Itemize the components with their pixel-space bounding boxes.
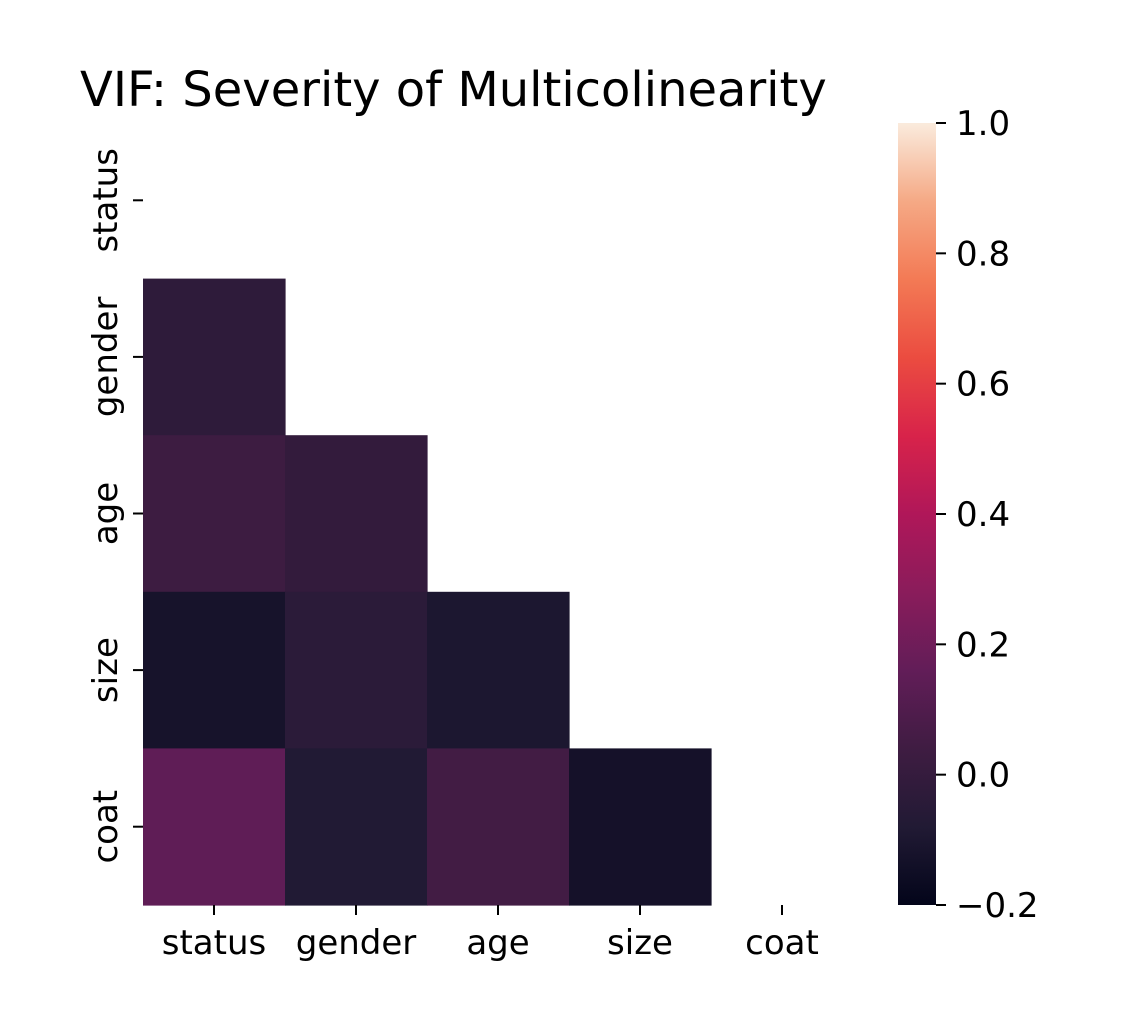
colorbar-tick-label: −0.2 <box>956 886 1039 926</box>
colorbar-tick-label: 1.0 <box>956 104 1010 144</box>
colorbar-ticks: −0.2 0.0 0.2 0.4 0.6 0.8 1.0 <box>936 104 1039 926</box>
heatmap-cell-coat-status <box>143 748 286 906</box>
x-axis: status gender age size coat <box>162 905 819 963</box>
x-tick-label-gender: gender <box>296 923 417 963</box>
y-tick-label-status: status <box>86 148 126 252</box>
y-tick-label-size: size <box>86 637 126 703</box>
heatmap-cell-coat-age <box>427 748 570 906</box>
y-tick-label-age: age <box>86 482 126 545</box>
x-tick-label-age: age <box>466 923 529 963</box>
heatmap-cells <box>143 278 712 906</box>
x-tick-label-coat: coat <box>745 923 819 963</box>
x-tick-label-size: size <box>607 923 673 963</box>
heatmap-cell-coat-gender <box>285 748 428 906</box>
colorbar-tick-label: 0.4 <box>956 495 1010 535</box>
colorbar-gradient <box>898 123 936 905</box>
colorbar-tick-label: 0.6 <box>956 365 1010 405</box>
y-tick-label-coat: coat <box>86 790 126 864</box>
y-axis: status gender age size coat <box>86 148 143 864</box>
colorbar-tick-label: 0.2 <box>956 625 1010 665</box>
colorbar-tick-label: 0.8 <box>956 234 1010 274</box>
heatmap-cell-size-age <box>427 591 570 749</box>
y-tick-label-gender: gender <box>86 297 126 418</box>
heatmap-cell-gender-status <box>143 278 286 436</box>
colorbar-tick-label: 0.0 <box>956 756 1010 796</box>
colorbar: −0.2 0.0 0.2 0.4 0.6 0.8 1.0 <box>898 104 1039 926</box>
heatmap-cell-size-gender <box>285 591 428 749</box>
chart-title: VIF: Severity of Multicolinearity <box>80 62 827 118</box>
heatmap-cell-age-status <box>143 435 286 593</box>
heatmap-cell-size-status <box>143 591 286 749</box>
heatmap-cell-age-gender <box>285 435 428 593</box>
x-tick-label-status: status <box>162 923 266 963</box>
heatmap-cell-coat-size <box>569 748 712 906</box>
